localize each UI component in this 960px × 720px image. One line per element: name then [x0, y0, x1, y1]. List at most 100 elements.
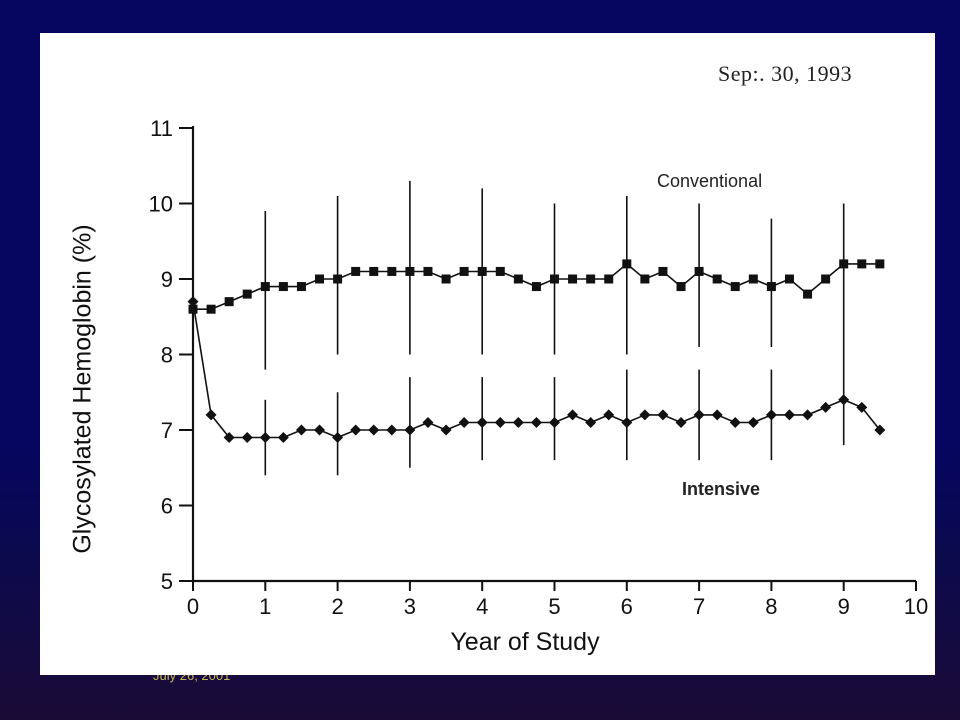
x-tick-label: 7 [693, 594, 705, 619]
intensive-data-point [711, 409, 723, 421]
intensive-data-point [693, 409, 705, 421]
intensive-data-point [223, 432, 235, 444]
conventional-data-point [586, 274, 596, 284]
axes-layer: 5 6 7 8 9 10 11 0 1 2 3 4 5 6 7 8 9 10 [149, 116, 929, 619]
intensive-data-point [494, 416, 506, 428]
conventional-data-point [531, 282, 541, 292]
intensive-data-point [820, 401, 832, 413]
intensive-data-point [530, 416, 542, 428]
conventional-data-point [803, 289, 813, 299]
conventional-data-point [387, 266, 397, 276]
intensive-data-point [386, 424, 398, 436]
conventional-data-point [278, 282, 288, 292]
conventional-data-point [495, 266, 505, 276]
conventional-data-point [658, 266, 668, 276]
intensive-data-point [404, 424, 416, 436]
x-tick-label: 0 [187, 594, 199, 619]
y-tick-label: 8 [161, 343, 173, 368]
intensive-data-point [440, 424, 452, 436]
intensive-data-point [729, 416, 741, 428]
conventional-data-point [676, 282, 686, 292]
conventional-data-point [604, 274, 614, 284]
conventional-data-point [513, 274, 523, 284]
intensive-data-point [856, 401, 868, 413]
intensive-data-point [765, 409, 777, 421]
conventional-data-point [188, 304, 198, 314]
x-tick-label: 1 [259, 594, 271, 619]
intensive-data-point [332, 432, 344, 444]
conventional-data-point [369, 266, 379, 276]
conventional-data-point [296, 282, 306, 292]
conventional-data-point [224, 297, 234, 307]
intensive-data-point [783, 409, 795, 421]
intensive-data-point [476, 416, 488, 428]
conventional-data-point [875, 259, 885, 269]
y-tick-label: 11 [150, 116, 173, 141]
intensive-data-point [675, 416, 687, 428]
conventional-data-point [351, 266, 361, 276]
intensive-data-point [295, 424, 307, 436]
intensive-data-point [205, 409, 217, 421]
conventional-data-point [550, 274, 559, 284]
conventional-data-point [423, 266, 433, 276]
chart-figure: 5 6 7 8 9 10 11 0 1 2 3 4 5 6 7 8 9 10 Sep:. 30, 1993 Con… [40, 33, 935, 675]
intensive-data-point [241, 432, 253, 444]
conventional-data-point [857, 259, 867, 269]
x-tick-label: 2 [331, 594, 343, 619]
conventional-data-point [748, 274, 758, 284]
conventional-data-point [694, 266, 704, 276]
conventional-data-point [333, 274, 343, 284]
intensive-data-point [422, 416, 434, 428]
conventional-data-point [459, 266, 469, 276]
intensive-data-point [314, 424, 326, 436]
intensive-data-point [838, 394, 850, 406]
conventional-data-point [315, 274, 325, 284]
y-tick-label: 7 [161, 418, 173, 443]
y-tick-label: 6 [161, 494, 173, 519]
intensive-data-point [621, 416, 633, 428]
intensive-data-point [187, 296, 199, 308]
intensive-data-point [802, 409, 814, 421]
intensive-data-point [567, 409, 579, 421]
conventional-data-point [622, 259, 632, 269]
intensive-data-point [549, 416, 560, 428]
intensive-data-point [585, 416, 597, 428]
intensive-data-point [277, 432, 289, 444]
x-axis-title: Year of Study [450, 628, 600, 656]
conventional-data-point [206, 304, 216, 314]
intensive-data-point [657, 409, 669, 421]
x-tick-label: 4 [476, 594, 488, 619]
y-tick-label: 5 [161, 569, 173, 594]
series-label-conventional: Conventional [657, 171, 763, 191]
conventional-data-point [260, 282, 270, 292]
x-tick-label: 9 [838, 594, 850, 619]
intensive-data-point [747, 416, 759, 428]
conventional-data-point [839, 259, 849, 269]
error-bars-layer [264, 180, 845, 476]
x-tick-label: 3 [404, 594, 416, 619]
x-tick-label: 6 [621, 594, 633, 619]
markers-layer [187, 259, 886, 444]
intensive-data-point [368, 424, 380, 436]
conventional-data-point [441, 274, 451, 284]
x-tick-label: 5 [548, 594, 560, 619]
intensive-data-point [259, 432, 271, 444]
conventional-data-point [640, 274, 650, 284]
conventional-data-point [821, 274, 831, 284]
conventional-data-point [242, 289, 252, 299]
conventional-data-point [477, 266, 487, 276]
date-stamp: Sep:. 30, 1993 [718, 61, 853, 86]
y-tick-label: 9 [161, 267, 173, 292]
conventional-data-point [405, 266, 415, 276]
conventional-data-point [730, 282, 740, 292]
y-axis-title: Glycosylated Hemoglobin (%) [68, 224, 97, 554]
intensive-data-point [512, 416, 524, 428]
x-tick-label: 8 [765, 594, 777, 619]
series-label-intensive: Intensive [682, 479, 761, 499]
y-tick-label: 10 [149, 192, 173, 217]
conventional-data-point [568, 274, 578, 284]
intensive-data-point [350, 424, 362, 436]
x-tick-label: 10 [904, 594, 928, 619]
conventional-data-point [712, 274, 722, 284]
intensive-data-point [874, 424, 886, 436]
